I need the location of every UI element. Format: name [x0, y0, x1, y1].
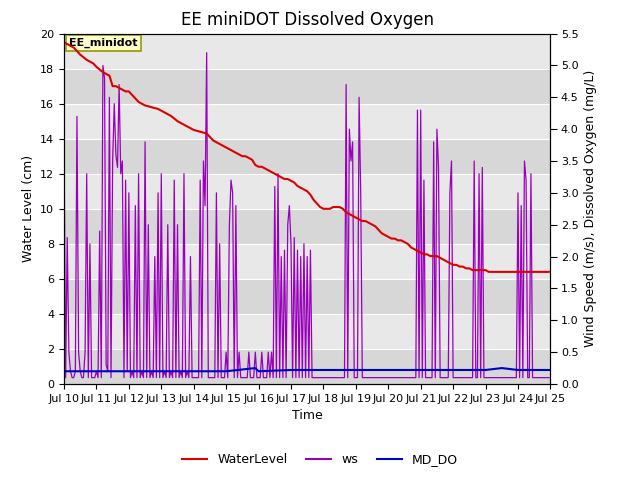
MD_DO: [482, 367, 490, 373]
Bar: [64, 139, 550, 174]
MD_DO: [60, 368, 68, 374]
Y-axis label: Wind Speed (m/s), Dissolved Oxygen (mg/L): Wind Speed (m/s), Dissolved Oxygen (mg/L…: [584, 70, 597, 348]
MD_DO: [352, 367, 360, 373]
Line: ws: ws: [64, 53, 550, 378]
Legend: WaterLevel, ws, MD_DO: WaterLevel, ws, MD_DO: [177, 448, 463, 471]
MD_DO: [190, 368, 198, 374]
ws: [547, 375, 554, 381]
WaterLevel: [547, 269, 554, 275]
MD_DO: [125, 368, 132, 374]
MD_DO: [93, 368, 100, 374]
WaterLevel: [485, 269, 493, 275]
WaterLevel: [122, 88, 129, 94]
MD_DO: [287, 367, 295, 373]
Title: EE miniDOT Dissolved Oxygen: EE miniDOT Dissolved Oxygen: [180, 11, 434, 29]
ws: [62, 375, 70, 381]
MD_DO: [531, 367, 538, 373]
MD_DO: [547, 367, 554, 373]
MD_DO: [222, 368, 230, 374]
WaterLevel: [433, 253, 441, 259]
WaterLevel: [281, 176, 289, 182]
Text: EE_minidot: EE_minidot: [69, 38, 138, 48]
MD_DO: [514, 367, 522, 373]
MD_DO: [252, 365, 259, 371]
ws: [260, 375, 268, 381]
Bar: [64, 209, 550, 244]
MD_DO: [449, 367, 457, 373]
MD_DO: [255, 368, 262, 374]
WaterLevel: [128, 92, 136, 98]
ws: [203, 50, 211, 56]
WaterLevel: [60, 39, 68, 45]
Line: WaterLevel: WaterLevel: [64, 42, 550, 272]
MD_DO: [319, 367, 327, 373]
MD_DO: [385, 367, 392, 373]
ws: [60, 132, 68, 138]
Bar: [64, 279, 550, 314]
ws: [514, 190, 522, 196]
MD_DO: [410, 367, 418, 373]
ws: [474, 375, 481, 381]
MD_DO: [433, 367, 441, 373]
Y-axis label: Water Level (cm): Water Level (cm): [22, 155, 35, 263]
Bar: [64, 349, 550, 384]
MD_DO: [417, 367, 424, 373]
X-axis label: Time: Time: [292, 409, 323, 422]
MD_DO: [498, 365, 506, 371]
MD_DO: [157, 368, 165, 374]
ws: [276, 375, 284, 381]
ws: [396, 375, 403, 381]
WaterLevel: [222, 144, 230, 150]
ws: [446, 190, 454, 196]
Line: MD_DO: MD_DO: [64, 368, 550, 371]
WaterLevel: [106, 73, 113, 79]
Bar: [64, 69, 550, 104]
